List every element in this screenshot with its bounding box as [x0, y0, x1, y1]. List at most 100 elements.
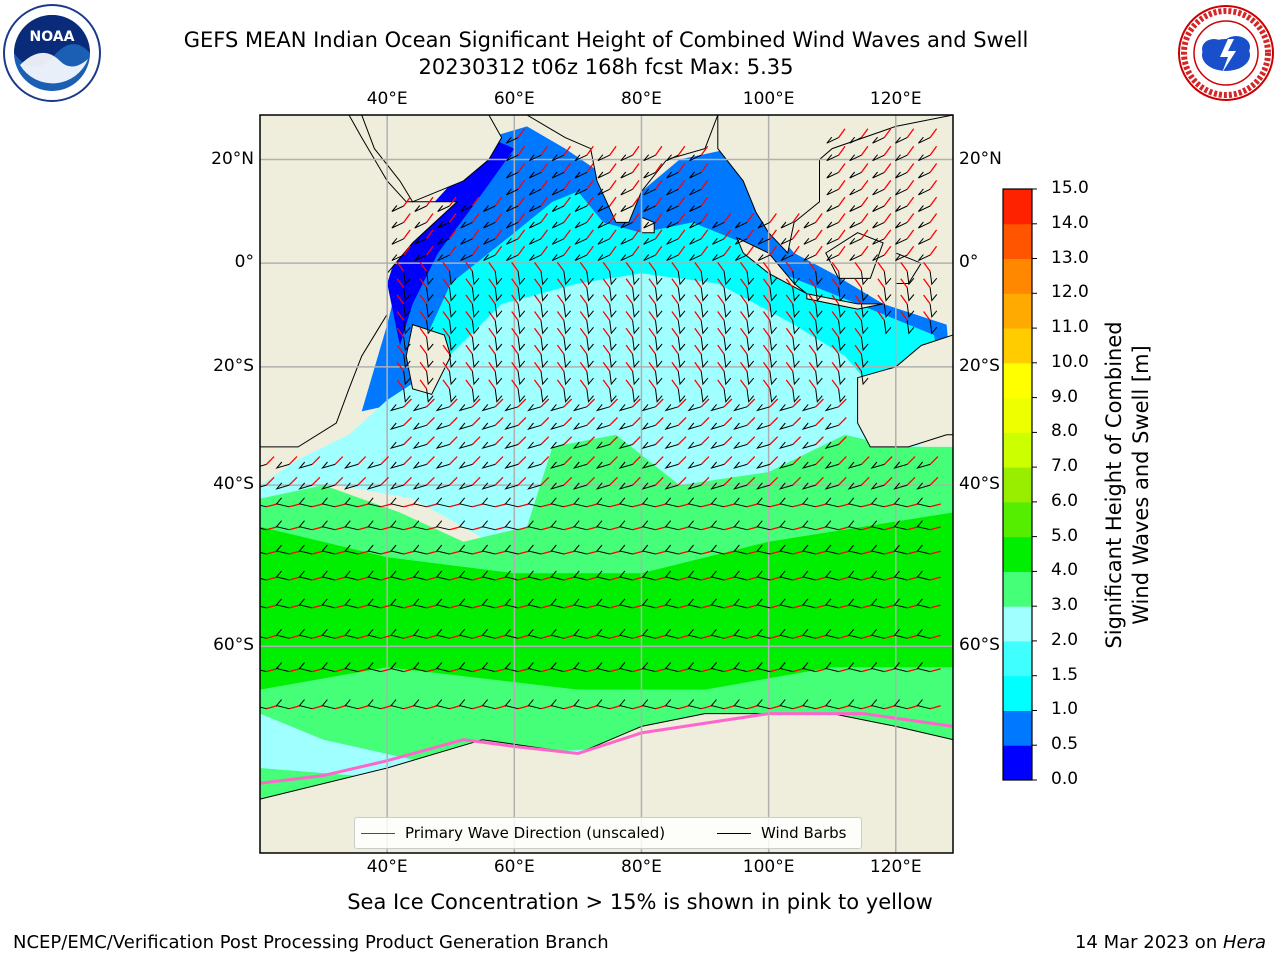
- wave-direction-arrow: [654, 213, 663, 223]
- wave-direction-arrow: [717, 327, 725, 338]
- wave-direction-arrow: [648, 379, 657, 390]
- noaa-logo: NOAA: [3, 4, 101, 102]
- wind-barb: [815, 388, 823, 403]
- wind-barb: [778, 482, 793, 490]
- wave-direction-arrow: [442, 311, 451, 321]
- wave-direction-arrow: [769, 576, 781, 581]
- wave-direction-arrow: [739, 327, 748, 338]
- wind-barb: [733, 461, 748, 469]
- wind-barb: [403, 371, 411, 386]
- wind-barb: [847, 482, 862, 490]
- wind-barb: [494, 320, 503, 335]
- wind-barb: [572, 461, 587, 469]
- wave-direction-arrow: [831, 327, 840, 338]
- wind-barb: [275, 520, 290, 531]
- colorbar-tick-label: 3.0: [1051, 595, 1079, 616]
- wind-barb: [504, 482, 519, 490]
- wave-direction-arrow: [723, 526, 735, 531]
- wave-direction-arrow: [556, 278, 565, 288]
- wind-barb: [803, 254, 816, 262]
- wave-direction-arrow: [929, 503, 941, 508]
- wind-barb: [870, 662, 885, 673]
- wind-barb: [803, 237, 816, 245]
- wave-direction-arrow: [586, 503, 598, 508]
- wind-barb: [872, 254, 885, 262]
- wind-barb: [528, 188, 542, 196]
- wind-barb: [413, 662, 427, 673]
- wind-barb: [733, 404, 748, 412]
- wind-barb: [860, 271, 869, 286]
- footer-date-text: 14 Mar 2023 on: [1074, 932, 1223, 953]
- wind-barb: [260, 605, 267, 609]
- wind-barb: [609, 371, 617, 386]
- wind-barb: [573, 628, 587, 639]
- wave-direction-arrow: [632, 229, 640, 240]
- colorbar-tick-label: 8.0: [1051, 421, 1079, 442]
- wind-barb: [390, 598, 404, 609]
- wind-barb: [595, 441, 610, 450]
- wave-direction-arrow: [815, 476, 824, 486]
- wind-barb: [824, 520, 839, 531]
- wind-barb: [643, 221, 656, 229]
- wind-barb: [779, 520, 793, 531]
- wave-direction-arrow: [357, 476, 367, 486]
- wave-direction-arrow: [517, 417, 527, 426]
- wind-barb: [403, 353, 411, 369]
- wave-direction-arrow: [533, 361, 542, 372]
- wave-direction-arrow: [625, 262, 634, 272]
- wind-barb: [849, 188, 862, 196]
- wave-direction-arrow: [883, 476, 893, 486]
- wave-direction-arrow: [654, 145, 663, 156]
- wind-barb: [815, 271, 823, 286]
- wind-barb: [712, 254, 725, 262]
- wind-barb: [826, 171, 839, 179]
- wind-barb: [815, 371, 823, 386]
- wave-direction-arrow: [448, 229, 457, 240]
- wave-direction-arrow: [579, 278, 588, 288]
- wave-direction-arrow: [448, 213, 457, 223]
- wind-barb: [870, 461, 885, 469]
- wave-direction-arrow: [762, 344, 771, 355]
- wind-barb: [734, 254, 748, 262]
- wave-direction-arrow: [929, 604, 941, 609]
- wind-barb: [687, 497, 702, 508]
- wave-direction-arrow: [929, 705, 941, 710]
- wind-barb: [298, 461, 313, 469]
- colorbar-segment: [1003, 606, 1032, 642]
- wind-barb: [618, 497, 633, 508]
- lon-tick-top: 60°E: [493, 89, 535, 109]
- wind-barb: [298, 544, 313, 555]
- wind-barb: [779, 699, 793, 710]
- wave-direction-arrow: [671, 278, 679, 288]
- wind-barb: [275, 544, 290, 555]
- sea-ice-note: Sea Ice Concentration > 15% is shown in …: [347, 890, 933, 914]
- wind-barb: [506, 171, 519, 179]
- wind-barb: [723, 371, 732, 386]
- wind-barb: [321, 570, 336, 581]
- wave-direction-arrow: [266, 550, 278, 555]
- wave-direction-arrow: [403, 668, 415, 673]
- wind-barb: [801, 441, 816, 450]
- wave-direction-arrow: [602, 311, 611, 321]
- footer-credit: NCEP/EMC/Verification Post Processing Pr…: [13, 932, 609, 953]
- wave-direction-arrow: [648, 262, 657, 272]
- wind-barb: [733, 520, 748, 531]
- wave-direction-arrow: [677, 213, 686, 223]
- wave-direction-arrow: [449, 634, 461, 639]
- wind-barb: [504, 520, 519, 531]
- wind-barb: [666, 221, 679, 229]
- wave-direction-arrow: [556, 361, 565, 372]
- wave-direction-arrow: [815, 503, 827, 508]
- wind-barb: [687, 441, 702, 450]
- wave-direction-arrow: [677, 145, 686, 156]
- wave-direction-arrow: [769, 634, 781, 639]
- colorbar-segment: [1003, 397, 1032, 433]
- wind-barb: [792, 271, 800, 286]
- wave-direction-arrow: [792, 229, 800, 240]
- wave-direction-arrow: [923, 278, 931, 288]
- wave-direction-arrow: [815, 213, 823, 223]
- wave-direction-arrow: [907, 604, 918, 609]
- wind-barb: [792, 353, 800, 369]
- wave-direction-arrow: [540, 163, 549, 173]
- wind-barb: [563, 303, 571, 318]
